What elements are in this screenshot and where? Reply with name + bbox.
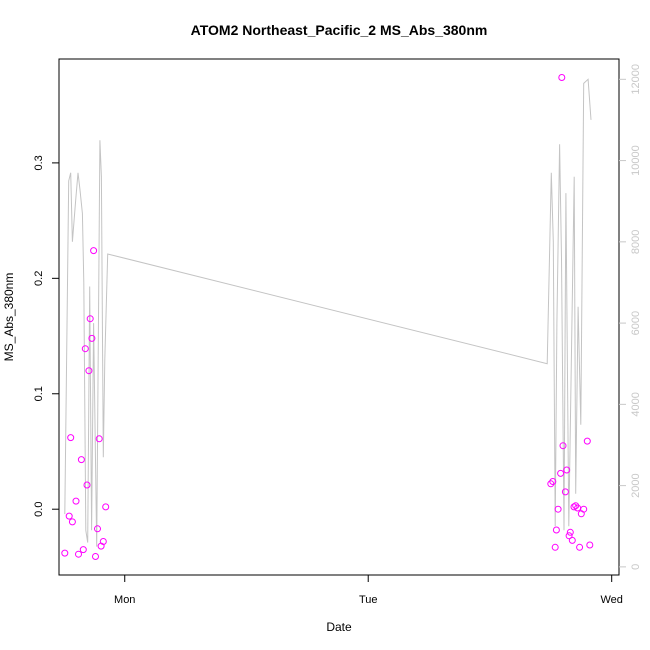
- data-point: [563, 466, 571, 474]
- data-point: [88, 334, 96, 342]
- x-tick-label: Mon: [114, 594, 135, 606]
- data-point: [79, 546, 87, 554]
- data-point: [67, 434, 75, 442]
- data-point: [566, 528, 574, 536]
- data-point: [83, 481, 91, 489]
- data-point: [86, 315, 94, 323]
- data-point: [568, 536, 576, 544]
- y-axis-left: 0.0 0.1 0.2 0.3: [33, 155, 59, 517]
- data-point: [95, 435, 103, 443]
- x-axis: Mon Tue Wed: [114, 575, 623, 606]
- plot-frame: [58, 58, 620, 576]
- chart-title: ATOM2 Northeast_Pacific_2 MS_Abs_380nm: [191, 22, 488, 38]
- data-point: [586, 541, 594, 549]
- data-point: [583, 437, 591, 445]
- x-tick-label: Tue: [359, 594, 378, 606]
- x-tick-label: Wed: [600, 594, 622, 606]
- data-point: [565, 532, 573, 540]
- data-point: [572, 502, 580, 510]
- y-tick-label: 0.1: [33, 386, 45, 401]
- data-point: [558, 74, 566, 81]
- data-point: [554, 505, 562, 513]
- data-point: [547, 480, 555, 488]
- y-axis-right: 0 2000 4000 6000 8000 10000 12000: [619, 64, 642, 570]
- x-axis-label: Date: [326, 620, 352, 634]
- data-point: [85, 367, 93, 375]
- data-point: [65, 512, 73, 520]
- data-point: [61, 549, 69, 557]
- y2-tick-label: 0: [630, 564, 642, 570]
- y-axis-label: MS_Abs_380nm: [2, 273, 16, 362]
- data-point: [90, 247, 98, 255]
- data-point: [570, 503, 578, 511]
- y-tick-label: 0.3: [33, 155, 45, 170]
- y-tick-label: 0.0: [33, 502, 45, 517]
- data-point: [580, 505, 588, 513]
- data-point: [92, 553, 99, 560]
- y-tick-label: 0.2: [33, 271, 45, 286]
- y2-tick-label: 4000: [630, 392, 642, 416]
- data-point: [559, 442, 567, 450]
- data-point: [549, 478, 557, 485]
- y2-tick-label: 2000: [630, 473, 642, 497]
- line-series: [64, 78, 592, 547]
- data-point: [102, 503, 110, 511]
- data-point: [561, 488, 569, 496]
- y2-tick-label: 10000: [630, 145, 642, 176]
- data-point: [99, 538, 107, 545]
- data-point: [77, 456, 85, 464]
- data-point: [557, 469, 565, 477]
- y2-tick-label: 12000: [630, 64, 642, 95]
- data-point: [72, 497, 80, 505]
- data-point: [68, 518, 76, 526]
- data-point: [576, 543, 584, 551]
- data-point: [552, 526, 560, 534]
- line-series-layer: [64, 78, 592, 547]
- point-series-layer: [61, 74, 594, 560]
- data-point: [81, 345, 89, 353]
- y2-tick-label: 6000: [630, 311, 642, 335]
- y2-tick-label: 8000: [630, 230, 642, 254]
- data-point: [551, 543, 559, 551]
- data-point: [75, 550, 82, 558]
- data-point: [94, 525, 101, 533]
